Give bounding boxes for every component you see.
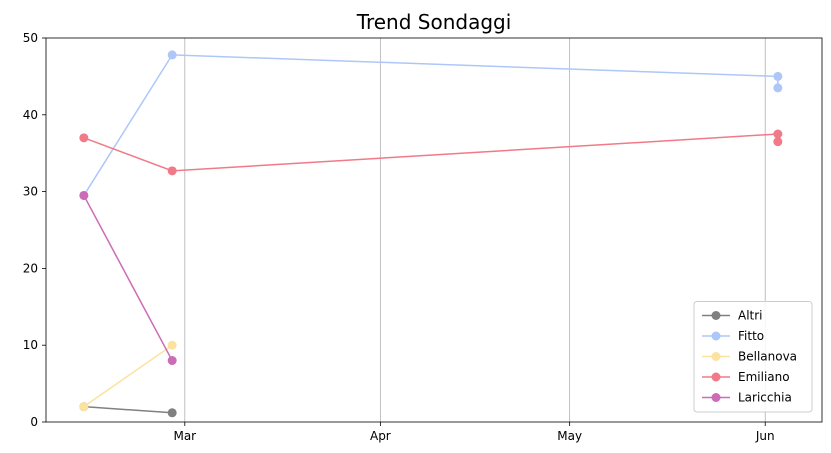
legend-item: Fitto bbox=[702, 329, 764, 343]
x-tick-label: Apr bbox=[370, 429, 391, 443]
data-point bbox=[167, 340, 177, 350]
data-point bbox=[167, 166, 177, 176]
data-point bbox=[773, 83, 783, 93]
legend-label: Bellanova bbox=[738, 350, 797, 364]
y-tick-label: 20 bbox=[23, 261, 38, 275]
series-line bbox=[83, 195, 173, 361]
legend-swatch-marker bbox=[711, 372, 721, 382]
axes: Mar Apr May Jun 0 10 20 30 40 50 bbox=[23, 31, 823, 443]
x-tick-label: Jun bbox=[755, 429, 775, 443]
series-laricchia bbox=[79, 190, 177, 366]
y-tick-label: 0 bbox=[30, 415, 38, 429]
data-point bbox=[773, 71, 783, 81]
series-line bbox=[83, 344, 173, 408]
data-point bbox=[167, 408, 177, 418]
series-line bbox=[83, 54, 779, 196]
data-point bbox=[79, 402, 89, 412]
series-line bbox=[83, 405, 173, 414]
legend: Altri Fitto Bellanova Emiliano Laricchia bbox=[693, 301, 813, 413]
legend-swatch-marker bbox=[711, 393, 721, 402]
legend-swatch-marker bbox=[711, 331, 721, 341]
series-line bbox=[83, 133, 779, 172]
series-bellanova bbox=[79, 340, 177, 412]
legend-label: Laricchia bbox=[738, 391, 792, 405]
plot-frame bbox=[45, 37, 823, 423]
x-tick-label: May bbox=[557, 429, 582, 443]
y-tick-label: 40 bbox=[23, 108, 38, 122]
legend-label: Fitto bbox=[738, 329, 764, 343]
x-tick-label: Mar bbox=[173, 429, 196, 443]
legend-item: Bellanova bbox=[702, 350, 797, 364]
data-point bbox=[773, 129, 783, 139]
data-point bbox=[79, 133, 89, 143]
series-lines bbox=[79, 50, 783, 418]
legend-swatch-marker bbox=[711, 352, 721, 361]
chart-title: Trend Sondaggi bbox=[356, 10, 512, 34]
y-tick-label: 10 bbox=[23, 338, 38, 352]
legend-swatch-marker bbox=[711, 311, 721, 320]
data-point bbox=[773, 137, 783, 147]
grid-lines bbox=[184, 38, 766, 422]
data-point bbox=[167, 356, 177, 366]
legend-item: Laricchia bbox=[702, 391, 792, 405]
y-tick-label: 30 bbox=[23, 185, 38, 199]
legend-label: Altri bbox=[738, 309, 763, 323]
legend-label: Emiliano bbox=[738, 370, 790, 384]
series-altri bbox=[79, 402, 177, 418]
y-tick-label: 50 bbox=[23, 31, 38, 45]
data-point bbox=[167, 50, 177, 60]
legend-item: Altri bbox=[702, 309, 763, 323]
legend-item: Emiliano bbox=[702, 370, 790, 384]
series-emiliano bbox=[79, 129, 783, 176]
data-point bbox=[79, 190, 89, 200]
legend-box bbox=[693, 301, 813, 413]
